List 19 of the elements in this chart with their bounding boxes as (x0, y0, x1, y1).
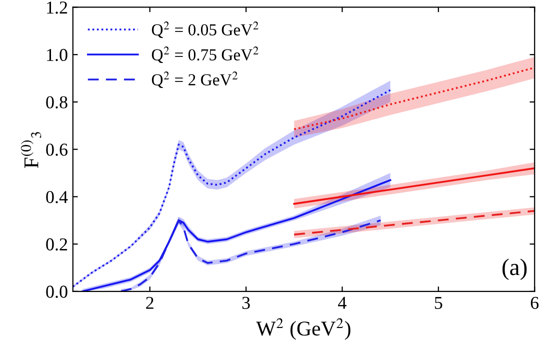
x-tick-label: 5 (434, 296, 442, 309)
y-tick-label: 0.0 (46, 286, 68, 298)
y-axis-title: F$^{(0)}$$_{3}$ (20, 132, 42, 168)
y-tick-label: 0.2 (46, 238, 68, 251)
legend-label: Q$^{2}$ = 0.05 GeV$^{2}$ (152, 22, 258, 38)
y-tick-label: 1.0 (47, 48, 68, 62)
legend-label: Q$^{2}$ = 2 GeV$^{2}$ (152, 72, 238, 88)
x-tick-label: 4 (338, 296, 346, 309)
y-tick-label: 1.2 (47, 2, 68, 14)
annotation: (a) (502, 258, 527, 280)
x-axis-title: W$^{2}$ (GeV$^{2}$) (256, 318, 350, 340)
line-series (293, 66, 535, 130)
x-tick-label: 3 (242, 296, 250, 309)
x-tick-label: 6 (530, 296, 539, 309)
y-tick-label: 0.4 (46, 190, 68, 204)
x-tick-label: 2 (146, 296, 154, 309)
y-tick-label: 0.8 (46, 96, 68, 108)
legend-label: Q$^{2}$ = 0.75 GeV$^{2}$ (152, 46, 258, 63)
y-tick-label: 0.6 (46, 144, 68, 156)
